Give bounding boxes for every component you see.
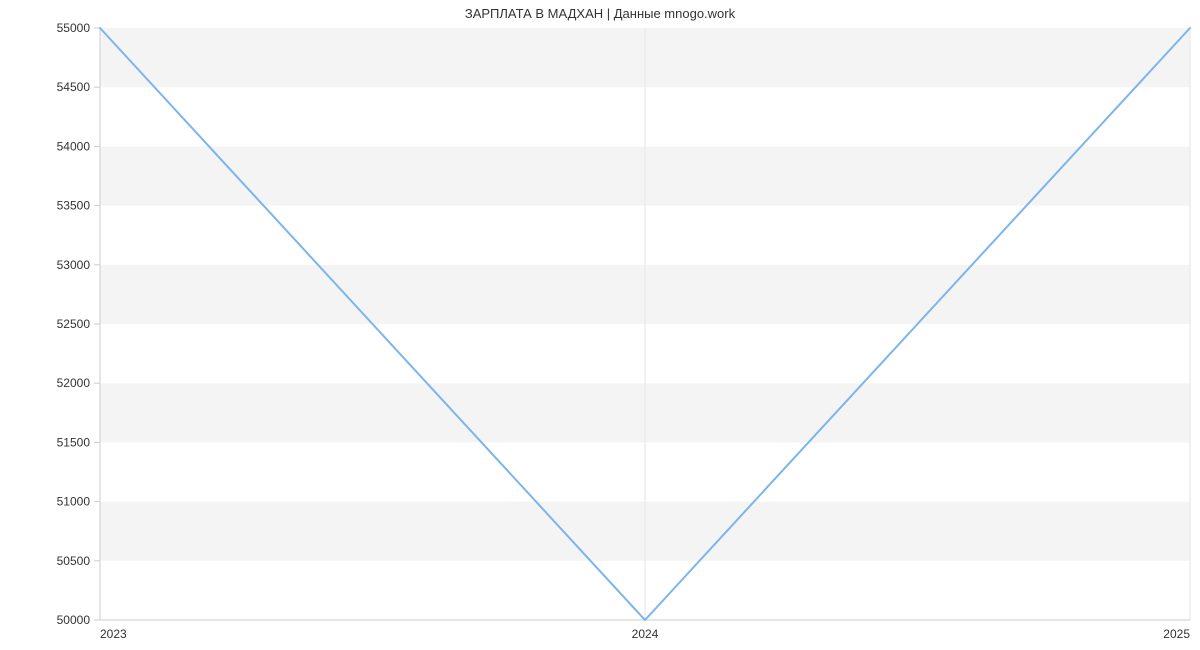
- chart-svg: 50000 50500 51000 51500 52000 52500 53000 53500…: [0, 0, 1200, 650]
- y-tick-label: 54000: [57, 139, 91, 153]
- y-tick-label: 50500: [57, 554, 91, 568]
- y-tick-label: 53000: [57, 258, 91, 272]
- y-tick-label: 51500: [57, 435, 91, 449]
- x-tick-label: 2023: [100, 627, 127, 641]
- y-tick-label: 54500: [57, 80, 91, 94]
- x-tick-label: 2025: [1163, 627, 1190, 641]
- y-tick-label: 52500: [57, 317, 91, 331]
- x-tick-label: 2024: [632, 627, 659, 641]
- salary-line-chart: ЗАРПЛАТА В МАДХАН | Данные mnogo.work 50…: [0, 0, 1200, 650]
- y-tick-label: 52000: [57, 376, 91, 390]
- y-tick-label: 50000: [57, 613, 91, 627]
- chart-title: ЗАРПЛАТА В МАДХАН | Данные mnogo.work: [0, 6, 1200, 21]
- y-tick-label: 55000: [57, 21, 91, 35]
- y-tick-label: 51000: [57, 495, 91, 509]
- y-tick-label: 53500: [57, 199, 91, 213]
